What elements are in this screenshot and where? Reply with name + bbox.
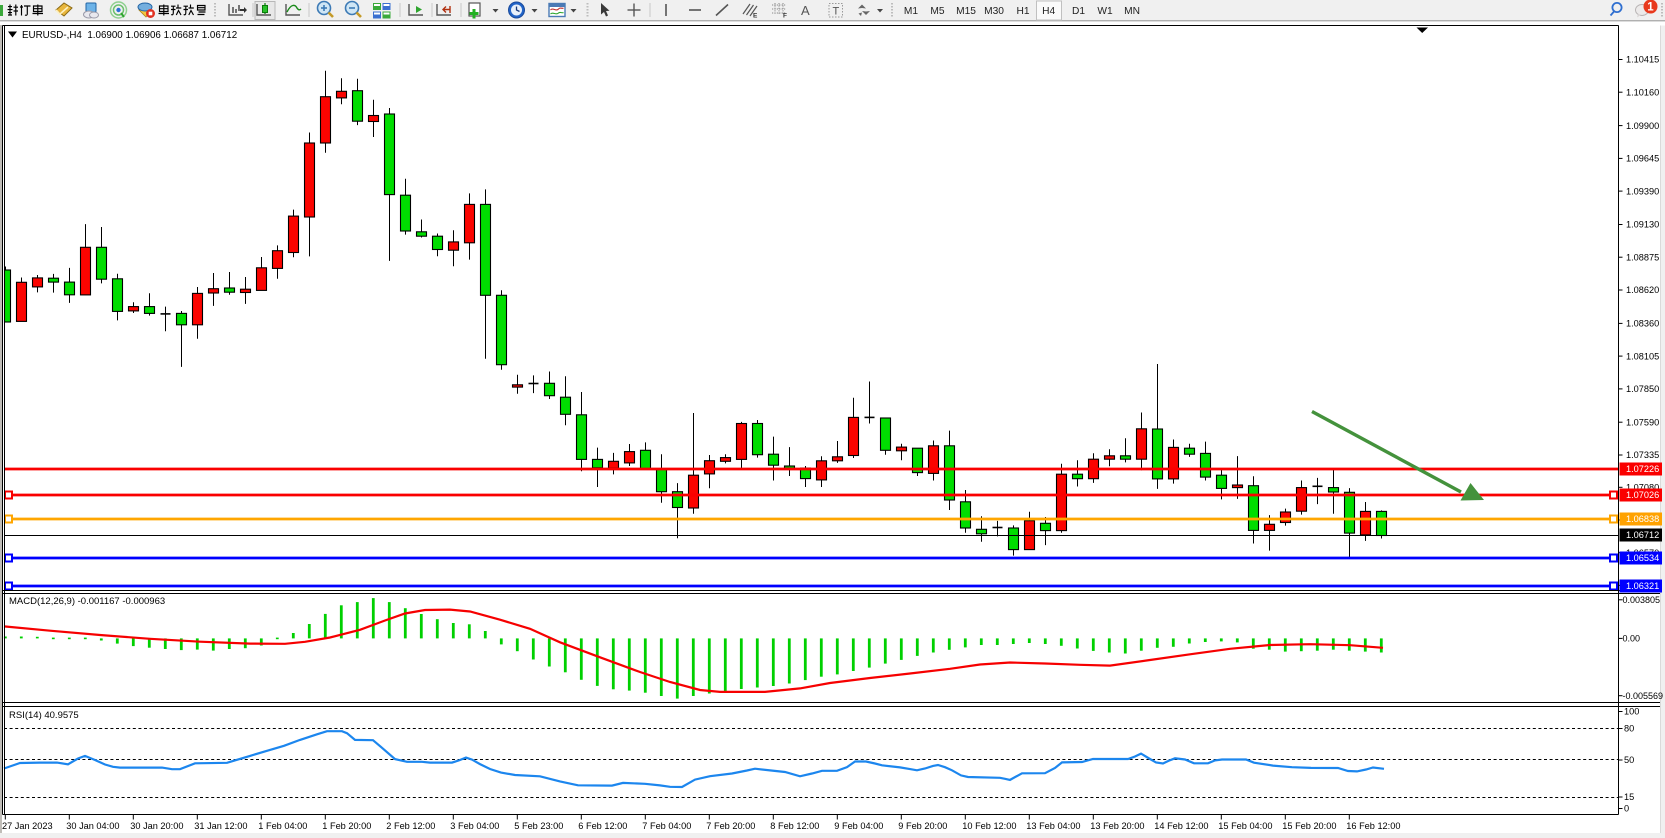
svg-text:16 Feb 12:00: 16 Feb 12:00: [1346, 821, 1400, 831]
svg-text:80: 80: [1624, 724, 1634, 734]
svg-text:0.003805: 0.003805: [1623, 595, 1661, 605]
svg-text:H4: H4: [1042, 6, 1055, 17]
svg-text:1 Feb 20:00: 1 Feb 20:00: [322, 821, 371, 831]
svg-text:13 Feb 20:00: 13 Feb 20:00: [1090, 821, 1144, 831]
svg-text:31 Jan 12:00: 31 Jan 12:00: [194, 821, 247, 831]
svg-text:1.08620: 1.08620: [1626, 285, 1659, 295]
svg-text:1.07080: 1.07080: [1626, 483, 1659, 493]
svg-text:15 Feb 20:00: 15 Feb 20:00: [1282, 821, 1336, 831]
svg-text:8 Feb 12:00: 8 Feb 12:00: [770, 821, 819, 831]
svg-text:15 Feb 04:00: 15 Feb 04:00: [1218, 821, 1272, 831]
svg-text:9 Feb 20:00: 9 Feb 20:00: [898, 821, 947, 831]
svg-text:1.07226: 1.07226: [1626, 464, 1659, 474]
svg-text:M1: M1: [904, 6, 918, 17]
svg-text:MN: MN: [1124, 6, 1140, 17]
svg-text:9 Feb 04:00: 9 Feb 04:00: [834, 821, 883, 831]
svg-text:T: T: [833, 6, 840, 18]
svg-text:D1: D1: [1072, 6, 1085, 17]
svg-text:0.00: 0.00: [1623, 634, 1641, 644]
svg-text:5 Feb 23:00: 5 Feb 23:00: [514, 821, 563, 831]
svg-text:14 Feb 12:00: 14 Feb 12:00: [1154, 821, 1208, 831]
svg-text:1.08105: 1.08105: [1626, 351, 1659, 361]
svg-text:1.08360: 1.08360: [1626, 319, 1659, 329]
svg-text:30 Jan 20:00: 30 Jan 20:00: [130, 821, 183, 831]
svg-text:M5: M5: [930, 6, 944, 17]
svg-text:1.10415: 1.10415: [1626, 55, 1659, 65]
svg-text:1.09900: 1.09900: [1626, 121, 1659, 131]
svg-text:50: 50: [1624, 755, 1634, 765]
svg-text:7 Feb 04:00: 7 Feb 04:00: [642, 821, 691, 831]
svg-text:EURUSD-,H4 1.06900 1.06906 1.: EURUSD-,H4 1.06900 1.06906 1.06687 1.067…: [22, 30, 237, 41]
svg-text:30 Jan 04:00: 30 Jan 04:00: [66, 821, 119, 831]
svg-text:1.10160: 1.10160: [1626, 87, 1659, 97]
svg-text:W1: W1: [1097, 6, 1113, 17]
svg-text:M15: M15: [956, 6, 976, 17]
svg-text:F: F: [783, 13, 787, 20]
svg-text:1.06321: 1.06321: [1626, 581, 1659, 591]
svg-text:1.09130: 1.09130: [1626, 220, 1659, 230]
svg-text:1.07590: 1.07590: [1626, 417, 1659, 427]
svg-text:E: E: [753, 13, 758, 20]
svg-text:1.06838: 1.06838: [1626, 514, 1659, 524]
svg-text:1.07850: 1.07850: [1626, 384, 1659, 394]
svg-text:7 Feb 20:00: 7 Feb 20:00: [706, 821, 755, 831]
svg-text:15: 15: [1624, 792, 1634, 802]
svg-text:1.09645: 1.09645: [1626, 154, 1659, 164]
svg-text:1.06534: 1.06534: [1626, 553, 1659, 563]
svg-text:1.08875: 1.08875: [1626, 252, 1659, 262]
svg-text:3 Feb 04:00: 3 Feb 04:00: [450, 821, 499, 831]
svg-text:H1: H1: [1016, 6, 1029, 17]
svg-text:2 Feb 12:00: 2 Feb 12:00: [386, 821, 435, 831]
svg-text:1.07026: 1.07026: [1626, 490, 1659, 500]
svg-text:-0.005569: -0.005569: [1623, 691, 1664, 701]
svg-text:RSI(14) 40.9575: RSI(14) 40.9575: [9, 710, 79, 721]
svg-text:13 Feb 04:00: 13 Feb 04:00: [1026, 821, 1080, 831]
svg-text:1.06712: 1.06712: [1626, 530, 1659, 540]
svg-text:1.07335: 1.07335: [1626, 450, 1659, 460]
svg-text:10 Feb 12:00: 10 Feb 12:00: [962, 821, 1016, 831]
svg-text:M30: M30: [984, 6, 1004, 17]
svg-text:100: 100: [1624, 707, 1639, 717]
svg-text:A: A: [801, 3, 810, 18]
svg-text:1.09390: 1.09390: [1626, 186, 1659, 196]
svg-text:MACD(12,26,9) -0.001167 -0.000: MACD(12,26,9) -0.001167 -0.000963: [9, 596, 165, 607]
svg-text:1 Feb 04:00: 1 Feb 04:00: [258, 821, 307, 831]
svg-text:6 Feb 12:00: 6 Feb 12:00: [578, 821, 627, 831]
svg-text:1: 1: [1647, 2, 1654, 14]
svg-text:0: 0: [1624, 804, 1629, 814]
svg-text:27 Jan 2023: 27 Jan 2023: [2, 821, 53, 831]
